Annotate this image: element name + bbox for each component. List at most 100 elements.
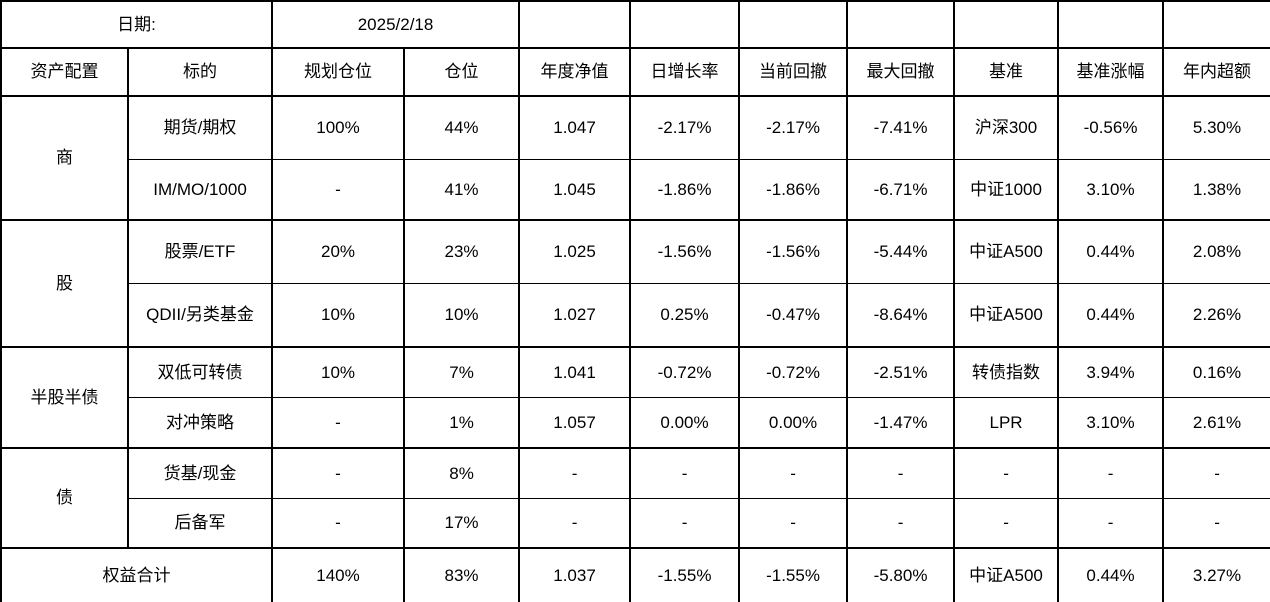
empty-cell xyxy=(953,0,1060,49)
cell-annual-nav: 1.057 xyxy=(518,396,632,449)
cell-annual-nav: - xyxy=(518,497,632,549)
cell-ytd-excess: - xyxy=(1162,497,1270,549)
cell-max-drawdown: -5.44% xyxy=(846,219,956,284)
table-row: 股 股票/ETF 20% 23% 1.025 -1.56% -1.56% -5.… xyxy=(0,219,1270,348)
cell-planned-position: - xyxy=(271,497,406,549)
cell-benchmark: 中证A500 xyxy=(953,547,1060,602)
cell-max-drawdown: -5.80% xyxy=(846,547,956,602)
empty-cell xyxy=(1057,0,1165,49)
cell-current-drawdown: -1.86% xyxy=(738,158,849,221)
cell-target: 后备军 xyxy=(126,497,274,549)
cell-planned-position: - xyxy=(271,158,406,221)
cell-target: 双低可转债 xyxy=(126,346,274,398)
cell-daily-growth: - xyxy=(629,497,741,549)
header-current-drawdown: 当前回撤 xyxy=(738,47,849,97)
date-row: 日期: 2025/2/18 xyxy=(0,0,1270,49)
cell-benchmark-change: 3.94% xyxy=(1057,346,1165,398)
header-annual-nav: 年度净值 xyxy=(518,47,632,97)
header-daily-growth: 日增长率 xyxy=(629,47,741,97)
cell-ytd-excess: 2.61% xyxy=(1162,396,1270,449)
cell-benchmark-change: 3.10% xyxy=(1057,396,1165,449)
cell-max-drawdown: -1.47% xyxy=(846,396,956,449)
cell-planned-position: 100% xyxy=(271,95,406,160)
empty-cell xyxy=(518,0,632,49)
header-target: 标的 xyxy=(126,47,274,97)
cell-ytd-excess: 1.38% xyxy=(1162,158,1270,221)
cell-benchmark-change: 0.44% xyxy=(1057,547,1165,602)
cell-category: 债 xyxy=(0,447,129,549)
total-row: 权益合计 140% 83% 1.037 -1.55% -1.55% -5.80%… xyxy=(0,547,1270,602)
date-label: 日期: xyxy=(0,0,274,49)
cell-benchmark: - xyxy=(953,497,1060,549)
cell-annual-nav: 1.037 xyxy=(518,547,632,602)
header-row: 资产配置 标的 规划仓位 仓位 年度净值 日增长率 当前回撤 最大回撤 基准 基… xyxy=(0,47,1270,97)
cell-planned-position: 10% xyxy=(271,346,406,398)
cell-category: 股 xyxy=(0,219,129,348)
cell-target: QDII/另类基金 xyxy=(126,282,274,348)
cell-current-drawdown: - xyxy=(738,497,849,549)
cell-max-drawdown: - xyxy=(846,497,956,549)
cell-benchmark-change: - xyxy=(1057,497,1165,549)
table-row: 后备军 - 17% - - - - - - - xyxy=(1,497,1270,549)
cell-category: 半股半债 xyxy=(0,346,129,449)
cell-target: 对冲策略 xyxy=(126,396,274,449)
table-row: IM/MO/1000 - 41% 1.045 -1.86% -1.86% -6.… xyxy=(1,158,1270,221)
cell-position: 41% xyxy=(403,158,521,221)
cell-max-drawdown: -6.71% xyxy=(846,158,956,221)
cell-annual-nav: 1.045 xyxy=(518,158,632,221)
cell-planned-position: 140% xyxy=(271,547,406,602)
cell-position: 23% xyxy=(403,219,521,284)
table-row: 半股半债 双低可转债 10% 7% 1.041 -0.72% -0.72% - 2… xyxy=(0,346,1270,449)
cell-ytd-excess: 2.26% xyxy=(1162,282,1270,348)
cell-position: 17% xyxy=(403,497,521,549)
cell-target: 股票/ETF xyxy=(126,219,274,284)
cell-benchmark-change: 3.10% xyxy=(1057,158,1165,221)
cell-benchmark-change: - xyxy=(1057,447,1165,499)
header-position: 仓位 xyxy=(403,47,521,97)
table-row: QDII/另类基金 10% 10% 1.027 0.25% -0.47% -8.… xyxy=(1,282,1270,348)
cell-daily-growth: -2.17% xyxy=(629,95,741,160)
cell-benchmark: 中证A500 xyxy=(953,282,1060,348)
table-row: 对冲策略 - 1% 1.057 0.00% 0.00% -1.47% LPR 3… xyxy=(1,396,1270,449)
header-asset-allocation: 资产配置 xyxy=(0,47,129,97)
cell-ytd-excess: 3.27% xyxy=(1162,547,1270,602)
cell-max-drawdown: - xyxy=(846,447,956,499)
cell-position: 83% xyxy=(403,547,521,602)
cell-position: 7% xyxy=(403,346,521,398)
cell-position: 1% xyxy=(403,396,521,449)
cell-target: 货基/现金 xyxy=(126,447,274,499)
table-row: 债 货基/现金 - 8% - - - - - - - xyxy=(0,447,1270,549)
cell-daily-growth: -0.72% xyxy=(629,346,741,398)
header-benchmark: 基准 xyxy=(953,47,1060,97)
cell-annual-nav: 1.041 xyxy=(518,346,632,398)
cell-position: 44% xyxy=(403,95,521,160)
cell-position: 10% xyxy=(403,282,521,348)
cell-benchmark-change: 0.44% xyxy=(1057,219,1165,284)
cell-annual-nav: 1.047 xyxy=(518,95,632,160)
cell-annual-nav: - xyxy=(518,447,632,499)
cell-ytd-excess: 0.16% xyxy=(1162,346,1270,398)
cell-ytd-excess: 5.30% xyxy=(1162,95,1270,160)
cell-annual-nav: 1.027 xyxy=(518,282,632,348)
cell-daily-growth: -1.55% xyxy=(629,547,741,602)
cell-current-drawdown: -1.56% xyxy=(738,219,849,284)
cell-current-drawdown: -0.72% xyxy=(738,346,849,398)
cell-max-drawdown: -8.64% xyxy=(846,282,956,348)
cell-current-drawdown: - xyxy=(738,447,849,499)
cell-daily-growth: - xyxy=(629,447,741,499)
cell-ytd-excess: - xyxy=(1162,447,1270,499)
cell-max-drawdown: -7.41% xyxy=(846,95,956,160)
cell-position: 8% xyxy=(403,447,521,499)
cell-benchmark-change: -0.56% xyxy=(1057,95,1165,160)
cell-ytd-excess: 2.08% xyxy=(1162,219,1270,284)
cell-daily-growth: 0.25% xyxy=(629,282,741,348)
cell-planned-position: - xyxy=(271,447,406,499)
cell-current-drawdown: -1.55% xyxy=(738,547,849,602)
empty-cell xyxy=(738,0,849,49)
cell-planned-position: - xyxy=(271,396,406,449)
cell-benchmark: 沪深300 xyxy=(953,95,1060,160)
cell-total-label: 权益合计 xyxy=(0,547,274,602)
cell-benchmark: 转债指数 xyxy=(953,346,1060,398)
empty-cell xyxy=(846,0,956,49)
cell-benchmark: 中证1000 xyxy=(953,158,1060,221)
